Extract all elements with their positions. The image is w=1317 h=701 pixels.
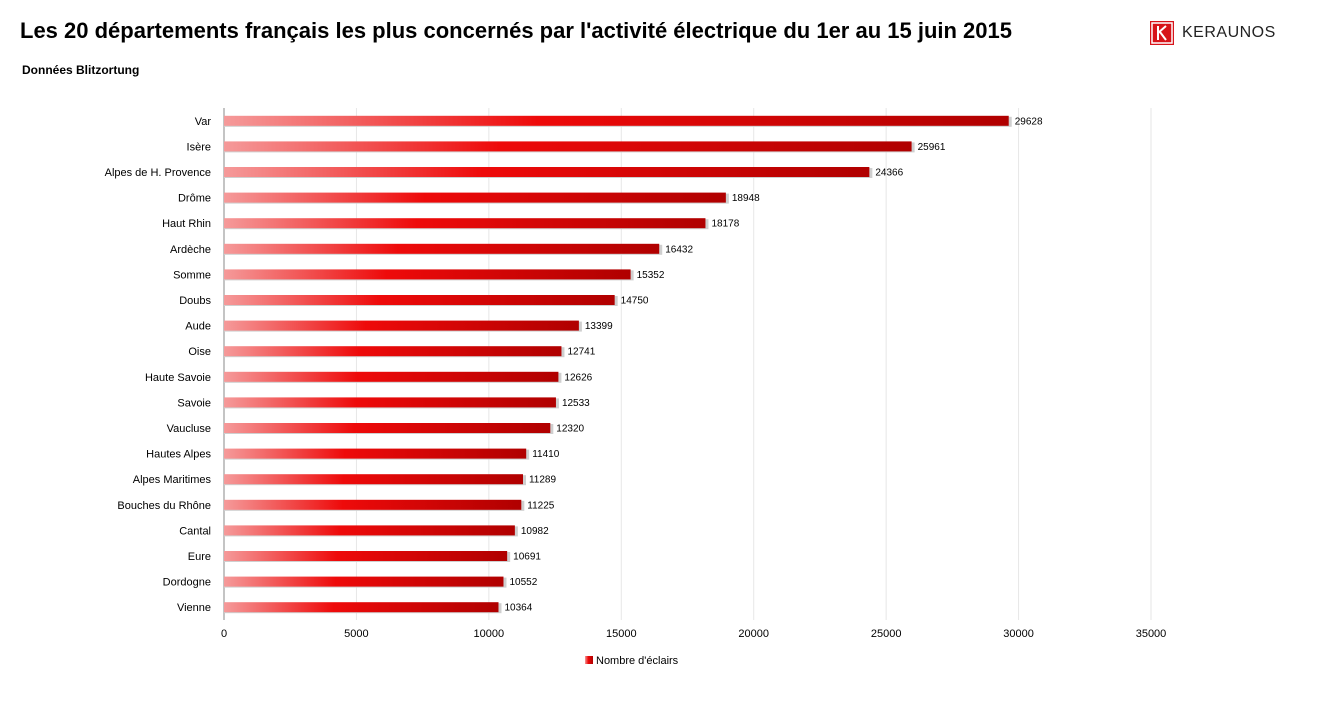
bar — [224, 576, 504, 587]
category-label: Bouches du Rhône — [117, 500, 211, 512]
legend-swatch — [585, 656, 593, 664]
category-label: Ardèche — [170, 244, 211, 256]
category-label: Cantal — [179, 525, 211, 537]
data-label: 10691 — [513, 552, 541, 563]
logo-text: KERAUNOS — [1182, 24, 1276, 41]
data-label: 11410 — [532, 449, 560, 460]
category-label: Vaucluse — [167, 423, 211, 435]
category-label: Vienne — [177, 602, 211, 614]
bar — [224, 474, 523, 485]
data-label: 12741 — [567, 347, 595, 358]
bar — [224, 167, 870, 177]
grid-lines — [223, 108, 1152, 620]
data-label: 18178 — [711, 219, 739, 230]
bars — [224, 115, 1012, 614]
category-label: Dordogne — [163, 577, 211, 589]
category-label: Savoie — [177, 397, 211, 409]
data-label: 10364 — [504, 603, 532, 614]
bar — [224, 269, 631, 280]
x-tick-label: 15000 — [606, 628, 637, 640]
bar — [224, 243, 660, 254]
data-label: 15352 — [637, 270, 665, 281]
bar — [224, 602, 499, 613]
category-label: Haute Savoie — [145, 372, 211, 384]
x-tick-label: 10000 — [474, 628, 505, 640]
category-label: Oise — [188, 346, 211, 358]
data-label: 16432 — [665, 244, 693, 255]
x-tick-label: 25000 — [871, 628, 902, 640]
bar — [224, 423, 551, 433]
chart-subtitle: Données Blitzortung — [22, 63, 140, 77]
data-label: 14750 — [621, 296, 649, 307]
category-label: Aude — [185, 321, 211, 333]
x-tick-label: 35000 — [1136, 628, 1167, 640]
bar — [224, 192, 726, 203]
category-label: Var — [195, 116, 212, 128]
legend: Nombre d'éclairs — [585, 655, 679, 667]
category-labels: 29628 Var 25961 Isère 24366 Alpes de H. Prove… — [105, 116, 1043, 614]
category-label: Isère — [187, 141, 211, 153]
category-label: Somme — [173, 269, 211, 281]
bar — [224, 320, 579, 331]
data-label: 12626 — [564, 372, 592, 383]
x-axis-ticks: 0 5000 10000 15000 20000 25000 30000 35000 — [221, 628, 1166, 640]
category-label: Drôme — [178, 193, 211, 205]
bar — [224, 115, 1009, 126]
data-label: 12320 — [556, 424, 584, 435]
page-title: Les 20 départements français les plus co… — [20, 18, 1012, 43]
category-label: Alpes Maritimes — [133, 474, 212, 486]
bar — [224, 499, 522, 510]
x-tick-label: 0 — [221, 628, 227, 640]
data-label: 25961 — [918, 142, 946, 153]
data-label: 18948 — [732, 193, 760, 204]
data-label: 11289 — [529, 475, 557, 486]
category-label: Eure — [188, 551, 211, 563]
data-label: 10552 — [509, 577, 537, 588]
bar — [224, 448, 527, 459]
bar — [224, 295, 615, 305]
bar — [224, 218, 706, 229]
data-label: 24366 — [875, 168, 903, 179]
bar — [224, 141, 912, 152]
bar — [224, 551, 508, 561]
data-label: 10982 — [521, 526, 549, 537]
bar — [224, 397, 556, 408]
logo-mark-icon — [1150, 21, 1174, 45]
data-label: 29628 — [1015, 116, 1043, 127]
legend-label: Nombre d'éclairs — [596, 655, 679, 667]
category-label: Doubs — [179, 295, 211, 307]
bar — [224, 346, 562, 357]
x-tick-label: 30000 — [1003, 628, 1034, 640]
x-tick-label: 5000 — [344, 628, 368, 640]
data-label: 12533 — [562, 398, 590, 409]
bar — [224, 525, 515, 536]
category-label: Haut Rhin — [162, 218, 211, 230]
keraunos-logo: KERAUNOS — [1150, 20, 1276, 46]
x-tick-label: 20000 — [738, 628, 769, 640]
data-label: 11225 — [527, 500, 555, 511]
category-label: Hautes Alpes — [146, 449, 211, 461]
data-label: 13399 — [585, 321, 613, 332]
bar — [224, 371, 559, 382]
category-label: Alpes de H. Provence — [105, 167, 211, 179]
